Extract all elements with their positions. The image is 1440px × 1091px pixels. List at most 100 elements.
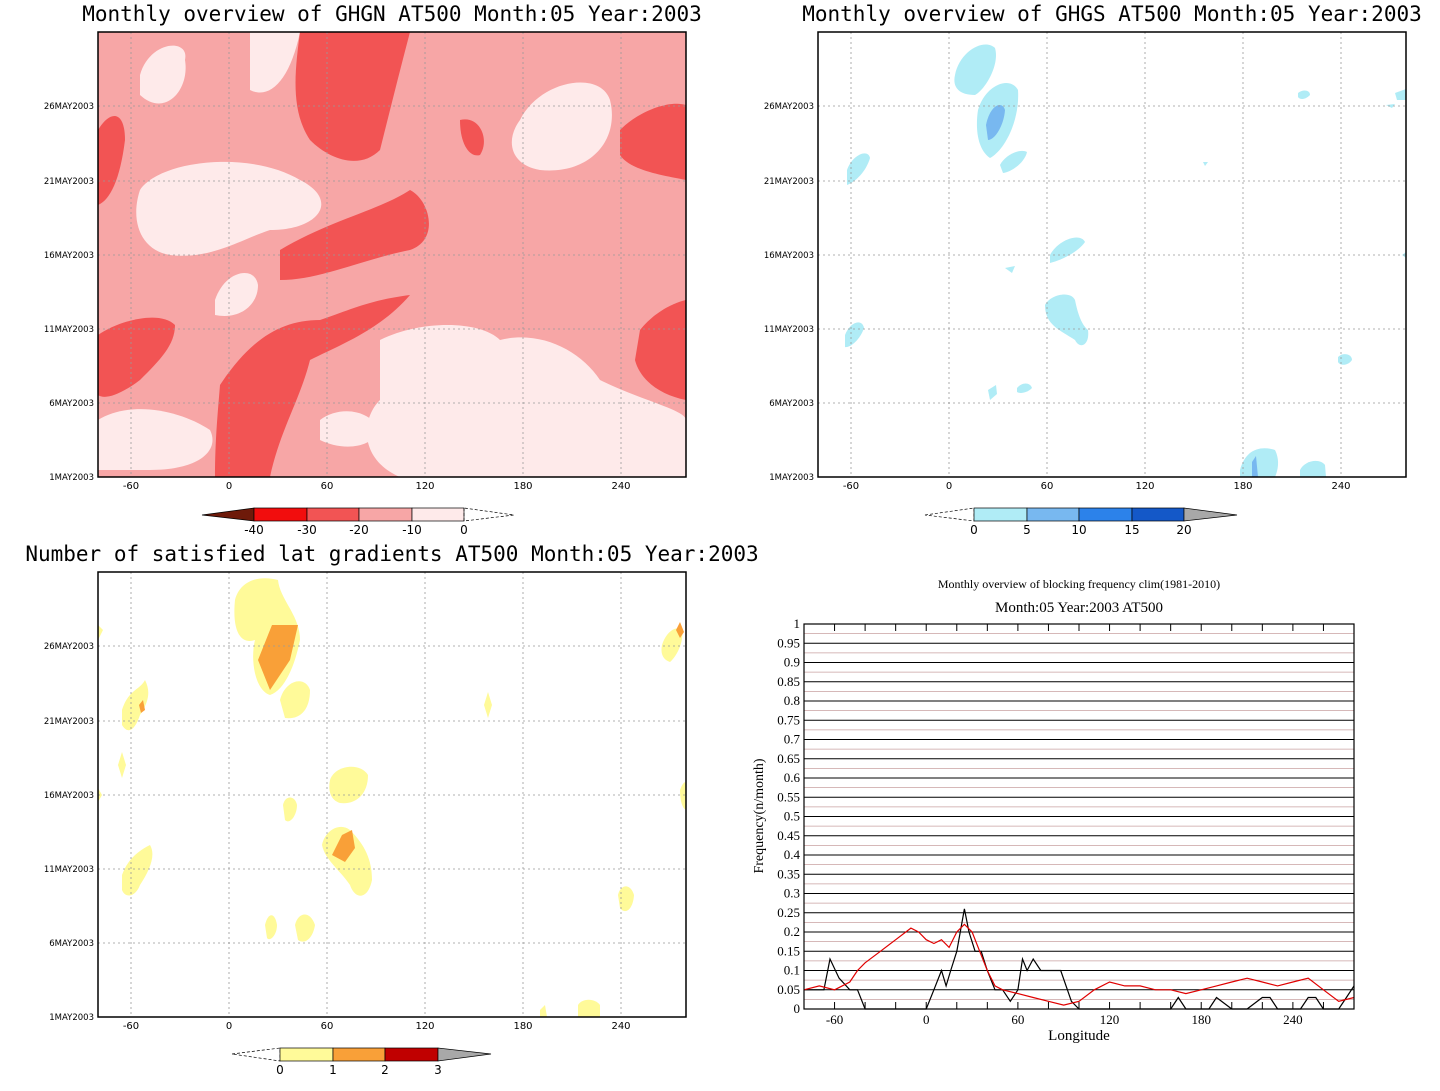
colorbar-label: 0 <box>276 1063 284 1077</box>
freq-y-tick-label: 0 <box>794 1001 801 1016</box>
y-tick-label: 11MAY2003 <box>44 865 94 875</box>
x-tick-label: -60 <box>123 1021 139 1032</box>
latgrad-blob <box>322 826 372 896</box>
latgrad-blob <box>295 914 315 942</box>
latgrad-blob <box>122 680 149 731</box>
x-tick-label: 180 <box>513 1021 532 1032</box>
freq-y-tick-label: 0.75 <box>777 712 800 727</box>
ghgs-blob-mid <box>1252 456 1258 477</box>
freq-y-tick-label: 0.6 <box>784 770 801 785</box>
ghgs-blob-mid <box>986 105 1005 140</box>
y-tick-label: 1MAY2003 <box>49 1013 94 1023</box>
latgrad-y-ticks: 1MAY2003 6MAY2003 11MAY2003 16MAY2003 21… <box>44 642 94 1023</box>
colorbar-label: -40 <box>244 523 264 537</box>
freq-y-tick-label: 0.7 <box>784 732 801 747</box>
freq-y-tick-label: 0.9 <box>784 655 800 670</box>
y-tick-label: 16MAY2003 <box>44 251 94 261</box>
colorbar-start-arrow <box>924 507 975 522</box>
latgrad-blob-mid <box>139 700 145 713</box>
latgrad-blob <box>540 1005 547 1017</box>
colorbar-label: 20 <box>1176 523 1191 537</box>
y-tick-label: 6MAY2003 <box>49 399 94 409</box>
ghgs-blob <box>845 322 864 348</box>
freq-y-tick-label: 0.95 <box>777 635 800 650</box>
x-tick-label: 0 <box>226 481 232 492</box>
latgrad-grid <box>98 572 686 1017</box>
y-tick-label: 21MAY2003 <box>44 717 94 727</box>
y-tick-label: 16MAY2003 <box>44 791 94 801</box>
ghgs-blob <box>1395 89 1406 100</box>
freq-x-tick-label: 0 <box>923 1012 930 1027</box>
ghgn-light-region <box>250 32 300 93</box>
ghgn-y-ticks: 1MAY2003 6MAY2003 11MAY2003 16MAY2003 21… <box>44 102 94 483</box>
y-tick-label: 26MAY2003 <box>44 642 94 652</box>
freq-y-tick-label: 1 <box>794 616 801 631</box>
ghgs-colorbar: 0 5 10 15 20 <box>924 507 1238 537</box>
ghgs-blob <box>1338 354 1352 365</box>
colorbar-label: 15 <box>1124 523 1139 537</box>
panel-blocking-frequency: Monthly overview of blocking frequency c… <box>752 577 1355 1044</box>
ghgn-light-region <box>320 411 380 447</box>
x-tick-label: 120 <box>1135 481 1154 492</box>
colorbar-label: 2 <box>381 1063 389 1077</box>
ghgs-blob <box>1386 104 1395 108</box>
ghgn-dark-region <box>460 119 484 156</box>
ghgs-y-ticks: 1MAY2003 6MAY2003 11MAY2003 16MAY2003 21… <box>764 102 814 483</box>
freq-series-line-red <box>803 923 1355 1006</box>
latgrad-title: Number of satisfied lat gradients AT500 … <box>25 542 758 566</box>
freq-y-tick-labels: 0 0.05 0.1 0.15 0.2 0.25 0.3 0.35 0.4 0.45 0.5 0.55… <box>777 616 800 1016</box>
ghgn-field <box>98 32 686 477</box>
colorbar-label: 0 <box>970 523 978 537</box>
colorbar-label: 1 <box>329 1063 337 1077</box>
ghgn-light-region <box>511 82 612 171</box>
freq-series-line-black <box>804 908 1355 1010</box>
colorbar-swatch <box>279 1047 334 1062</box>
ghgs-blob <box>1203 162 1208 166</box>
latgrad-blob <box>265 915 277 940</box>
freq-y-tick-label: 0.8 <box>784 693 800 708</box>
freq-y-tick-label: 0.35 <box>777 866 800 881</box>
y-tick-label: 26MAY2003 <box>44 102 94 112</box>
latgrad-blob-mid <box>676 622 684 638</box>
ghgn-dark-region <box>98 116 125 205</box>
latgrad-blob <box>98 625 103 640</box>
y-tick-label: 11MAY2003 <box>44 325 94 335</box>
ghgn-grid <box>98 32 686 477</box>
ghgn-title: Monthly overview of GHGN AT500 Month:05 … <box>82 2 702 26</box>
y-tick-label: 6MAY2003 <box>49 939 94 949</box>
ghgs-blob <box>1300 460 1326 477</box>
latgrad-blob <box>283 797 297 822</box>
colorbar-swatch <box>384 1047 439 1062</box>
freq-series-group <box>803 908 1355 1010</box>
ghgn-frame <box>97 31 687 478</box>
ghgn-dark-region <box>215 295 410 477</box>
freq-subtitle: Month:05 Year:2003 AT500 <box>995 600 1163 616</box>
latgrad-blob <box>122 845 153 896</box>
latgrad-blob <box>680 782 686 810</box>
x-tick-label: 60 <box>1041 481 1054 492</box>
latgrad-frame <box>97 571 687 1018</box>
panel-ghgs: Monthly overview of GHGS AT500 Month:05 … <box>764 2 1422 537</box>
freq-x-tick-label: 240 <box>1283 1012 1303 1027</box>
ghgn-light-region <box>140 45 186 104</box>
ghgs-blob <box>1240 448 1279 477</box>
y-tick-label: 21MAY2003 <box>764 177 814 187</box>
ghgs-blob <box>988 385 997 400</box>
latgrad-blob <box>280 681 310 719</box>
freq-x-tick-label: 180 <box>1191 1012 1211 1027</box>
y-tick-label: 21MAY2003 <box>44 177 94 187</box>
colorbar-swatch <box>1026 507 1080 522</box>
latgrad-field <box>98 578 686 1017</box>
colorbar-swatch <box>411 507 465 522</box>
x-tick-label: 180 <box>513 481 532 492</box>
x-tick-label: 0 <box>226 1021 232 1032</box>
ghgs-x-ticks: -60 0 60 120 180 240 <box>843 481 1351 492</box>
colorbar-swatch <box>253 507 308 522</box>
freq-y-tick-label: 0.5 <box>784 809 800 824</box>
y-tick-label: 16MAY2003 <box>764 251 814 261</box>
colorbar-label: 5 <box>1023 523 1031 537</box>
ghgn-dark-region <box>98 317 175 397</box>
x-tick-label: 0 <box>946 481 952 492</box>
colorbar-start-arrow <box>231 1047 281 1062</box>
